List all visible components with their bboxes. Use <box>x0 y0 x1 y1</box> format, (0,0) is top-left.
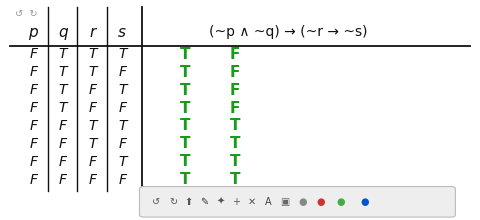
Text: T: T <box>180 154 190 169</box>
Text: +: + <box>232 197 240 207</box>
Text: ⬆: ⬆ <box>185 197 193 207</box>
Text: T: T <box>88 119 97 133</box>
Text: s: s <box>118 25 126 40</box>
Text: F: F <box>230 101 240 116</box>
Text: ●: ● <box>360 197 369 207</box>
Text: ✎: ✎ <box>201 197 209 207</box>
Text: T: T <box>118 119 127 133</box>
Text: F: F <box>89 173 96 187</box>
Text: q: q <box>58 25 68 40</box>
Text: T: T <box>230 154 240 169</box>
Text: T: T <box>180 82 190 98</box>
Text: T: T <box>118 155 127 169</box>
Text: ●: ● <box>316 197 324 207</box>
Text: F: F <box>118 65 126 79</box>
Text: F: F <box>230 47 240 62</box>
Text: T: T <box>180 136 190 151</box>
Text: F: F <box>29 173 37 187</box>
Text: F: F <box>230 65 240 80</box>
Text: F: F <box>118 137 126 151</box>
Text: ✦: ✦ <box>216 197 225 207</box>
Text: F: F <box>59 173 67 187</box>
Text: F: F <box>89 101 96 115</box>
Text: ↻: ↻ <box>169 197 177 207</box>
Text: ↺  ↻: ↺ ↻ <box>15 9 37 19</box>
Text: p: p <box>28 25 38 40</box>
Text: T: T <box>230 136 240 151</box>
Text: T: T <box>88 65 97 79</box>
Text: ●: ● <box>336 197 345 207</box>
Text: T: T <box>180 172 190 187</box>
Text: (~p ∧ ~q) → (~r → ~s): (~p ∧ ~q) → (~r → ~s) <box>209 25 367 39</box>
Text: T: T <box>88 137 97 151</box>
Text: T: T <box>59 101 67 115</box>
Text: A: A <box>264 197 271 207</box>
Text: F: F <box>29 137 37 151</box>
Text: F: F <box>29 47 37 61</box>
Text: F: F <box>230 82 240 98</box>
Text: T: T <box>59 65 67 79</box>
Text: T: T <box>230 172 240 187</box>
Text: T: T <box>118 83 127 97</box>
Text: F: F <box>118 101 126 115</box>
Text: F: F <box>59 155 67 169</box>
Text: T: T <box>118 47 127 61</box>
Text: T: T <box>180 65 190 80</box>
Text: T: T <box>180 101 190 116</box>
Text: T: T <box>180 118 190 134</box>
Text: ▣: ▣ <box>280 197 289 207</box>
Text: F: F <box>59 137 67 151</box>
Text: F: F <box>89 155 96 169</box>
Text: T: T <box>230 118 240 134</box>
Text: F: F <box>89 83 96 97</box>
Text: r: r <box>89 25 96 40</box>
Text: F: F <box>29 83 37 97</box>
Text: F: F <box>29 65 37 79</box>
Text: ✕: ✕ <box>248 197 256 207</box>
Text: T: T <box>59 83 67 97</box>
Text: T: T <box>59 47 67 61</box>
Text: F: F <box>118 173 126 187</box>
Text: T: T <box>180 47 190 62</box>
Text: F: F <box>29 155 37 169</box>
FancyBboxPatch shape <box>140 187 456 217</box>
Text: ●: ● <box>298 197 306 207</box>
Text: F: F <box>29 119 37 133</box>
Text: F: F <box>59 119 67 133</box>
Text: F: F <box>29 101 37 115</box>
Text: ↺: ↺ <box>152 197 160 207</box>
Text: T: T <box>88 47 97 61</box>
